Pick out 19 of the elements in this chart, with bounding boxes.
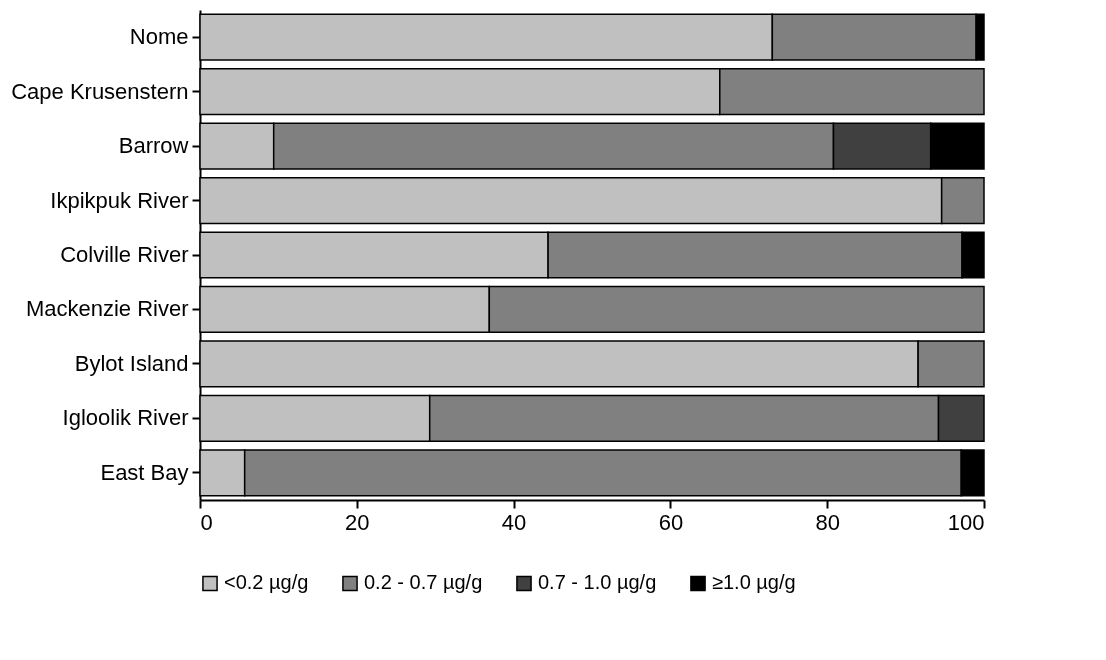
y-tick-label: Bylot Island xyxy=(74,350,189,376)
y-tick-label: Nome xyxy=(129,24,189,50)
x-tick-label: 40 xyxy=(501,509,527,535)
y-tick-label: Igloolik River xyxy=(62,405,189,431)
y-tick-label: Mackenzie River xyxy=(25,296,189,322)
x-tick-label: 20 xyxy=(345,509,370,535)
y-tick-label: Ikpikpuk River xyxy=(50,187,189,213)
x-tick-label: 60 xyxy=(658,509,684,535)
y-tick-label: Colville River xyxy=(60,242,189,267)
x-tick-label: 100 xyxy=(947,509,985,535)
x-tick-label: 0 xyxy=(200,509,213,535)
y-tick-label: Barrow xyxy=(118,133,189,159)
legend-label: 0.7 - 1.0 µg/g xyxy=(538,571,657,594)
legend-label: <0.2 µg/g xyxy=(224,571,309,594)
y-tick-label: Cape Krusenstern xyxy=(11,78,189,104)
x-tick-label: 80 xyxy=(815,509,840,535)
legend-label: 0.2 - 0.7 µg/g xyxy=(364,571,483,594)
y-tick-label: East Bay xyxy=(100,459,189,485)
legend-label: ≥1.0 µg/g xyxy=(712,571,796,594)
